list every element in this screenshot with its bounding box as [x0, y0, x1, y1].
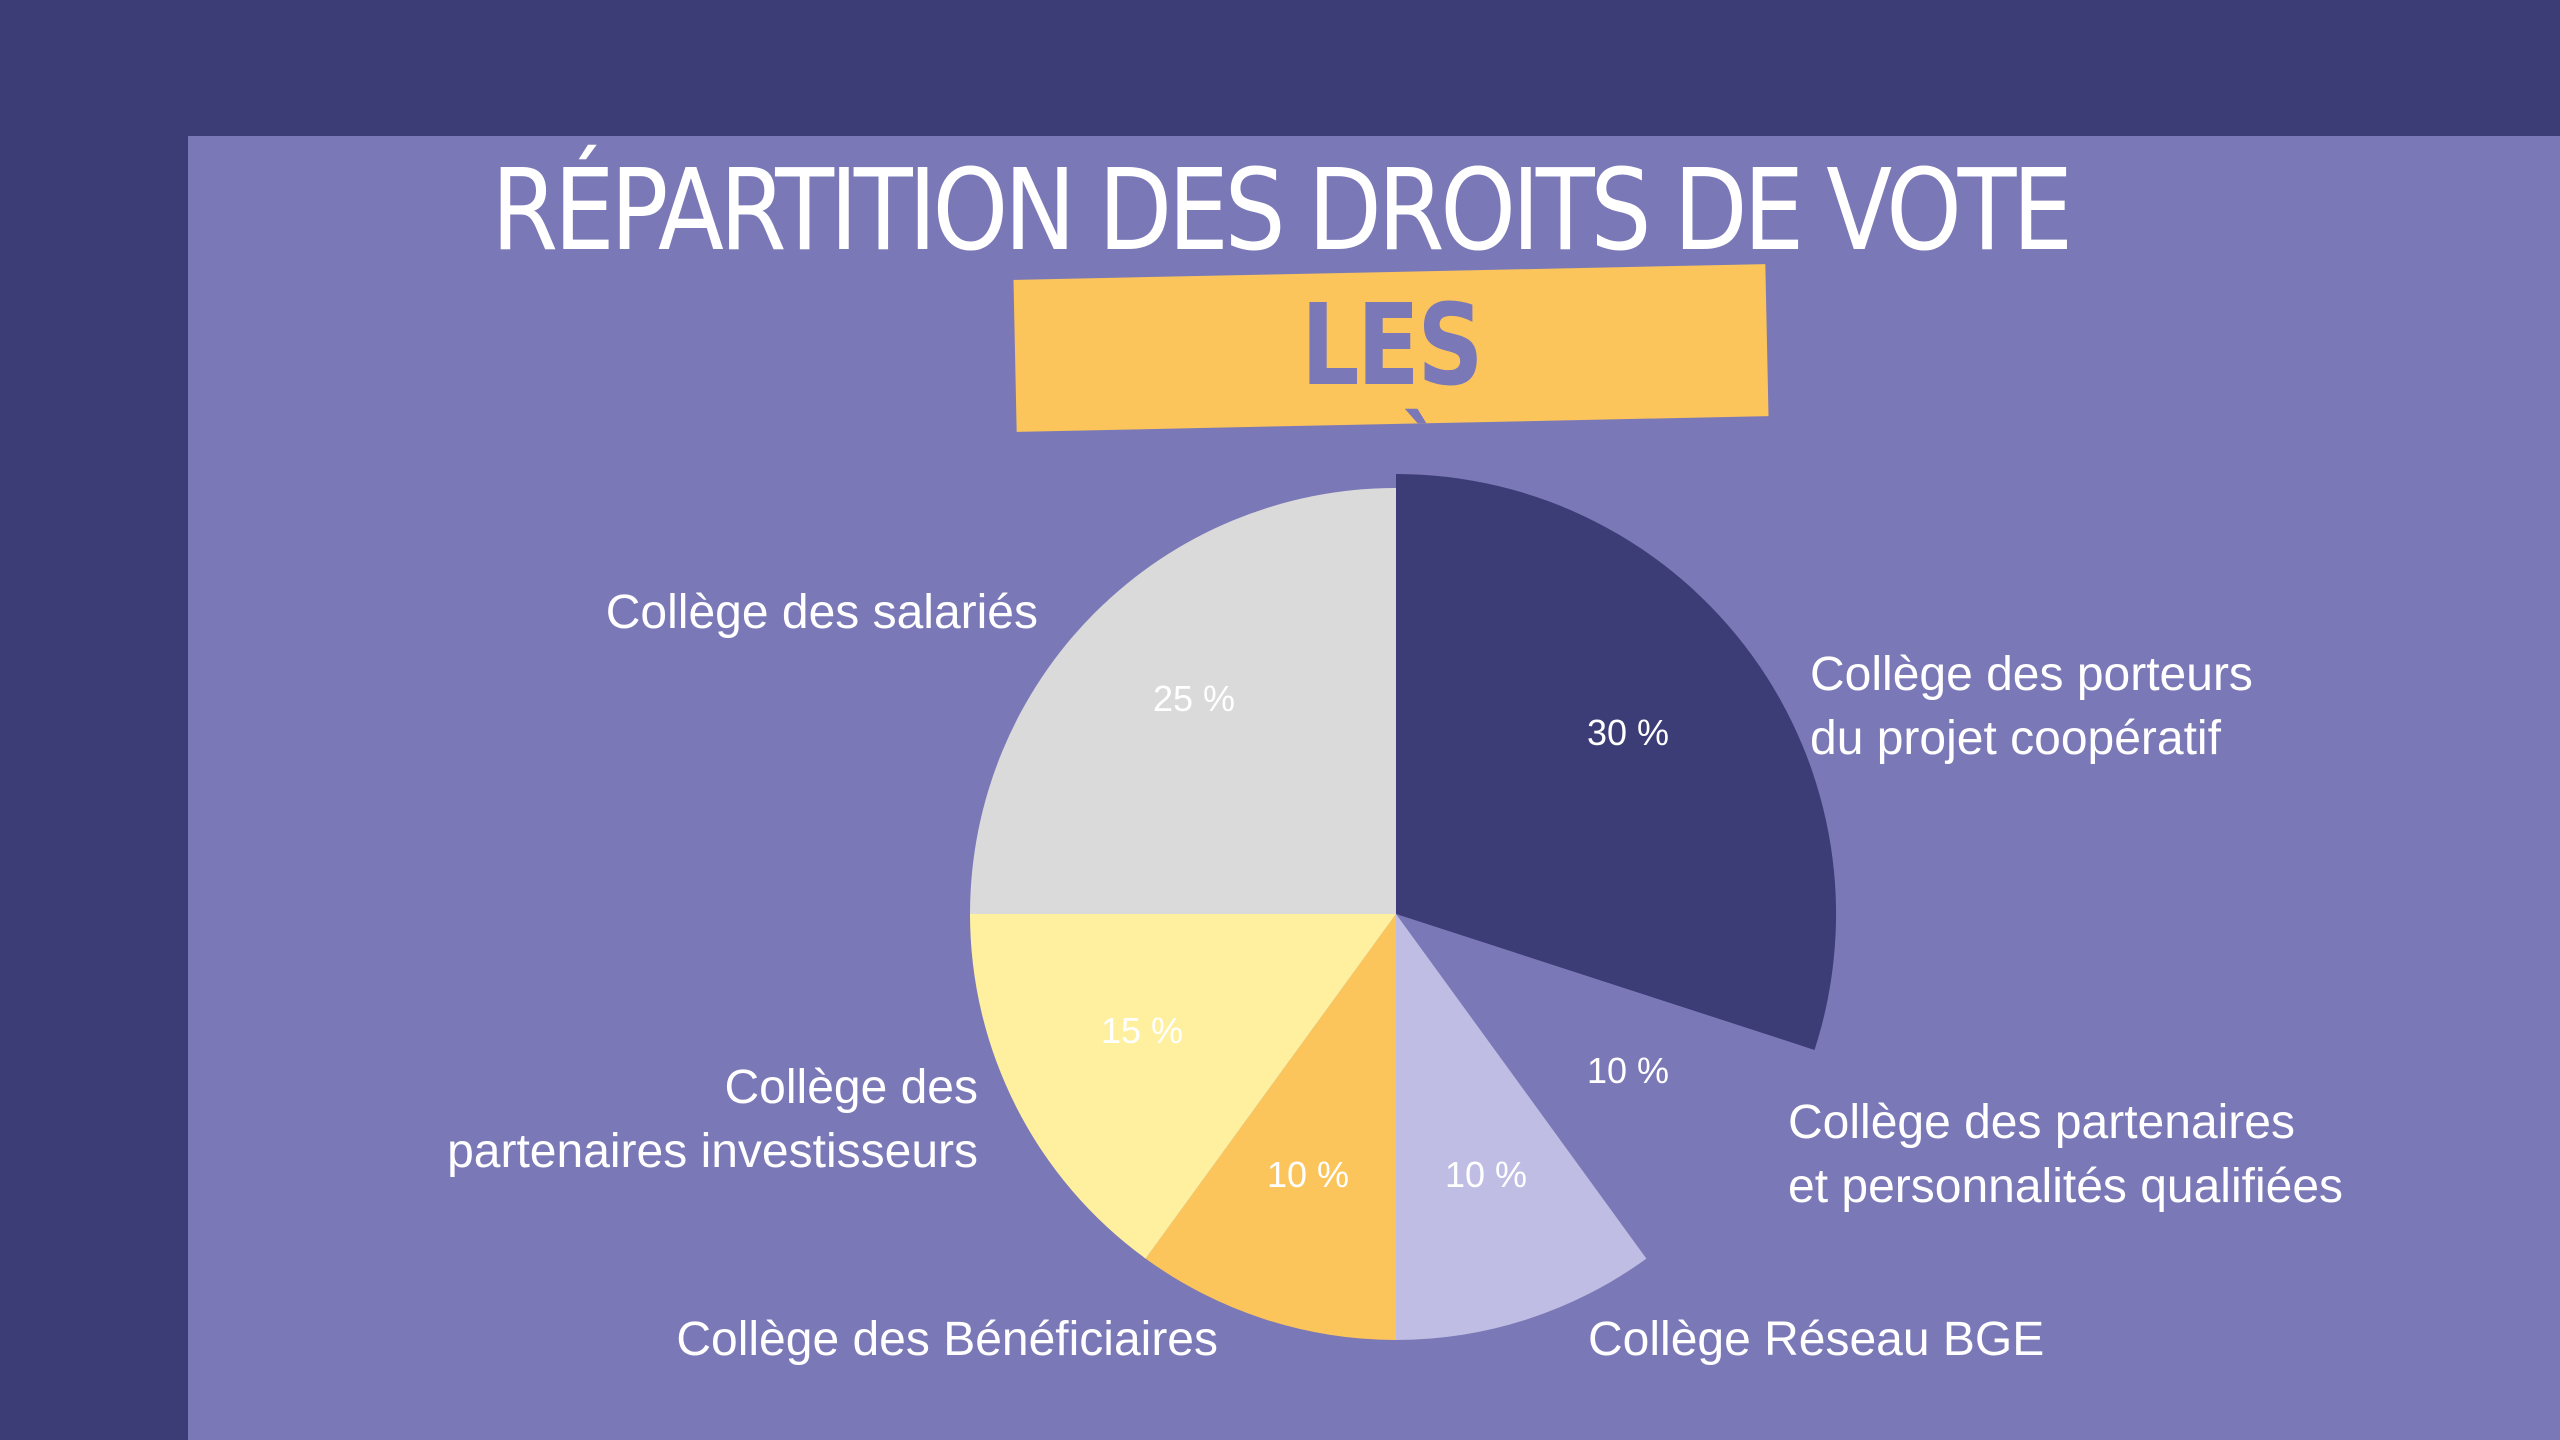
- slice-percentage: 30 %: [1587, 712, 1669, 753]
- slice-label: Collège des Bénéficiaires: [676, 1313, 1218, 1366]
- chart-title: RÉPARTITION DES DROITS DE VOTE: [491, 146, 2073, 276]
- slice-label: Collège Réseau BGE: [1588, 1313, 2044, 1366]
- slice-percentage: 10 %: [1267, 1154, 1349, 1195]
- slice-label: Collège des porteurs du projet coopératif: [1810, 648, 2253, 765]
- pie-slices: [970, 474, 1837, 1340]
- pie-slice: [1396, 914, 1802, 1259]
- slice-percentage: 15 %: [1101, 1010, 1183, 1051]
- pie-slice: [970, 488, 1396, 914]
- slice-label: Collège des salariés: [606, 586, 1038, 639]
- slice-percentage: 10 %: [1445, 1154, 1527, 1195]
- pie-slice: [970, 914, 1396, 1259]
- slice-percentage: 25 %: [1153, 678, 1235, 719]
- pie-slice: [1145, 914, 1396, 1340]
- slice-label: Collège des partenaires investisseurs: [447, 1061, 978, 1178]
- slice-percentage: 10 %: [1587, 1050, 1669, 1091]
- percentage-labels: 30 % 10 % 10 % 10 % 15 % 25 %: [1101, 678, 1669, 1195]
- pie-slice: [1396, 474, 1837, 1050]
- pie-slice: [1396, 914, 1647, 1340]
- category-labels: Collège des porteurs du projet coopératif…: [447, 586, 2343, 1366]
- slice-label: Collège des partenaires et personnalités …: [1788, 1096, 2343, 1213]
